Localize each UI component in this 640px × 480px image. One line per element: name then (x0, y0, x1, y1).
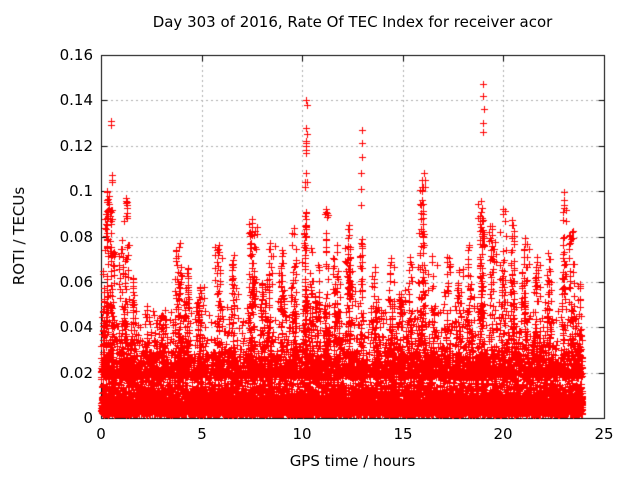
x-tick-label: 25 (594, 425, 614, 443)
x-tick-label: 15 (393, 425, 413, 443)
y-tick-label: 0.14 (59, 91, 93, 109)
y-tick-label: 0.08 (59, 228, 93, 246)
x-tick-label: 5 (197, 425, 207, 443)
y-tick-label: 0.1 (69, 182, 93, 200)
x-tick-label: 0 (96, 425, 106, 443)
y-tick-label: 0.16 (59, 46, 93, 64)
y-axis-label: ROTI / TECUs (10, 186, 28, 286)
x-tick-label: 20 (493, 425, 513, 443)
y-tick-label: 0 (83, 409, 93, 427)
y-tick-label: 0.02 (59, 364, 93, 382)
y-tick-label: 0.12 (59, 137, 93, 155)
y-tick-label: 0.06 (59, 273, 93, 291)
y-tick-label: 0.04 (59, 318, 93, 336)
x-tick-label: 10 (292, 425, 312, 443)
x-axis-label: GPS time / hours (289, 452, 416, 470)
chart-title: Day 303 of 2016, Rate Of TEC Index for r… (152, 13, 553, 31)
